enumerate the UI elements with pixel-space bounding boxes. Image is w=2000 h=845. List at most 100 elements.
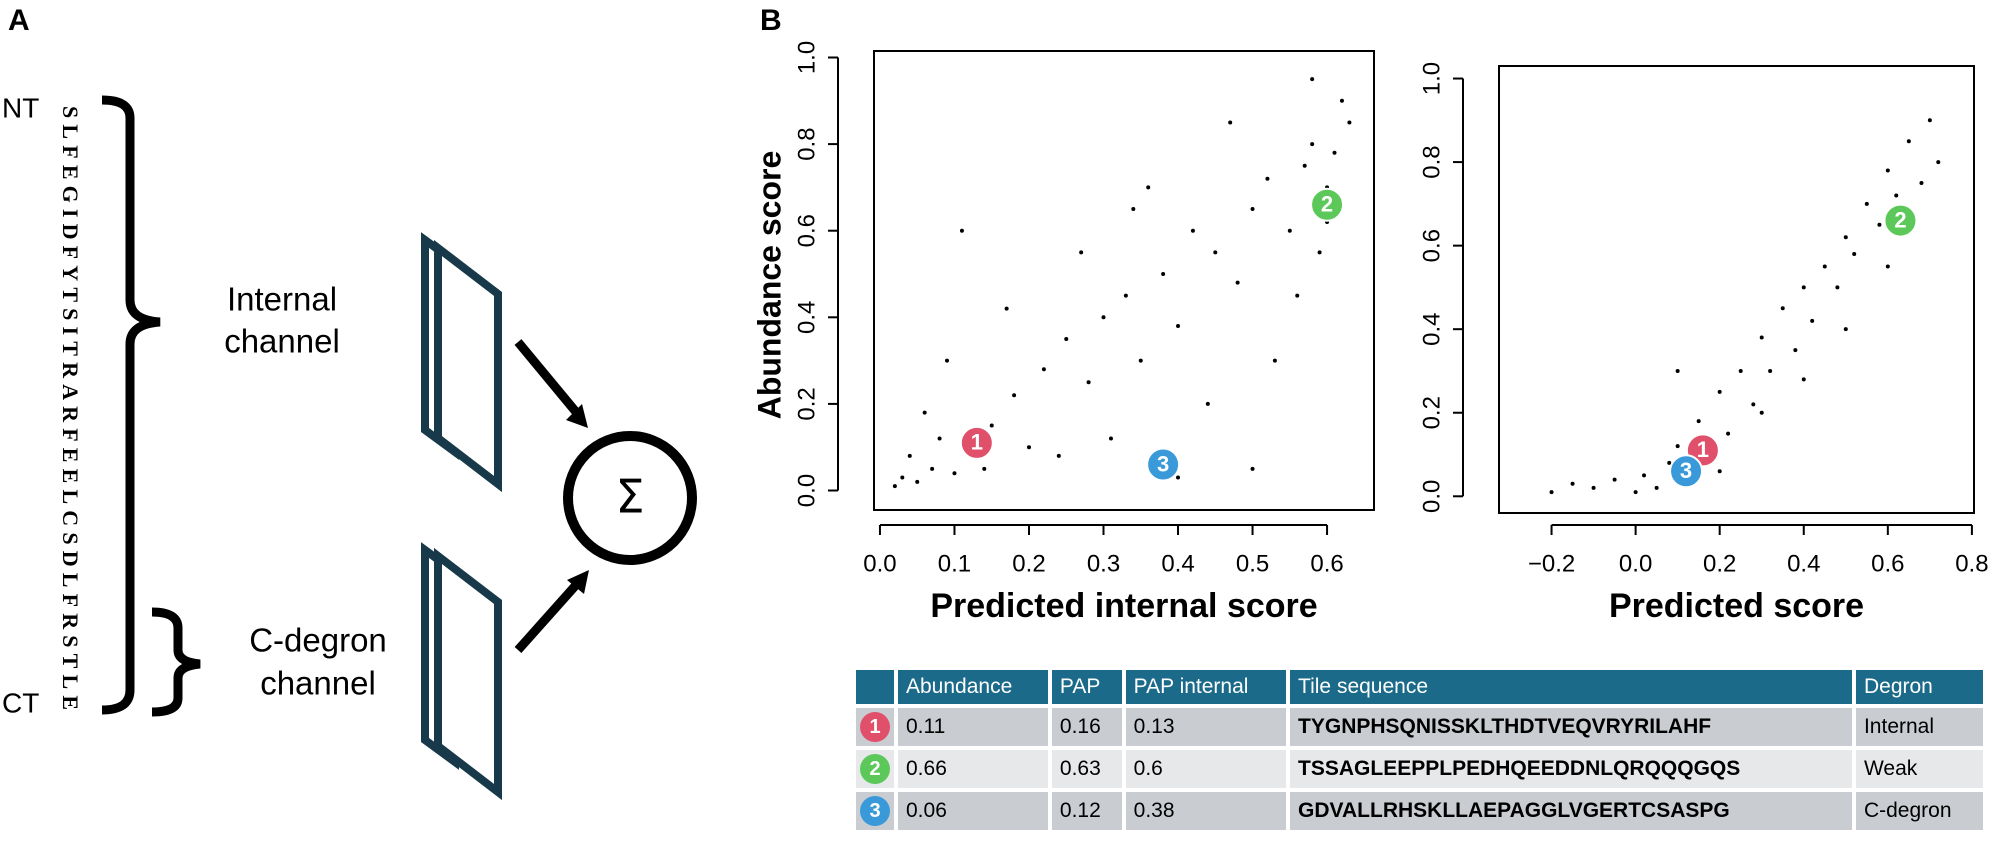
point	[1205, 401, 1210, 406]
point	[1228, 120, 1233, 125]
point	[1810, 318, 1815, 323]
highlight-label: 2	[1321, 192, 1333, 217]
table-row: 2 0.66 0.63 0.6 TSSAGLEEPPLPEDHQEEDDNLQRQQQG…	[856, 750, 1983, 788]
y-tick-label: 1.0	[793, 41, 820, 74]
table-cell: GDVALLRHSKLLAEPAGGLVGERTCSASPG	[1290, 792, 1852, 830]
point	[1287, 228, 1292, 233]
y-tick-label: 0.4	[1418, 312, 1445, 345]
x-axis-label: Predicted internal score	[930, 587, 1317, 625]
channel-label: channel	[224, 323, 340, 360]
table-cell: 0.38	[1125, 792, 1287, 830]
point	[1026, 445, 1031, 450]
point	[1894, 193, 1899, 198]
marker-cell: 2	[856, 750, 894, 788]
y-tick-label: 0.2	[1418, 396, 1445, 429]
x-tick-label: 0.2	[1012, 550, 1045, 577]
panel-label: A	[8, 4, 30, 37]
x-tick-label: 0.1	[938, 550, 971, 577]
row-marker: 1	[860, 712, 890, 742]
filter-icon	[421, 232, 502, 801]
point	[1108, 436, 1113, 441]
x-axis-label: Predicted score	[1609, 587, 1864, 625]
point	[1079, 250, 1084, 255]
point	[1347, 120, 1352, 125]
point	[1332, 150, 1337, 155]
row-marker: 3	[860, 796, 890, 826]
point	[1633, 490, 1638, 495]
point	[1064, 336, 1069, 341]
plot-frame	[1498, 65, 1975, 514]
point	[1612, 477, 1617, 482]
point	[1726, 431, 1731, 436]
sum-symbol: Σ	[615, 470, 644, 524]
point	[915, 479, 920, 484]
point	[1339, 98, 1344, 103]
arrowhead	[567, 570, 589, 594]
point	[1696, 419, 1701, 424]
point	[1549, 490, 1554, 495]
x-tick-label: 0.4	[1787, 550, 1820, 577]
point	[1086, 380, 1091, 385]
point	[1717, 389, 1722, 394]
x-tick-label: 0.0	[863, 550, 896, 577]
point	[1235, 280, 1240, 285]
marker-cell: 3	[856, 792, 894, 830]
point	[1919, 180, 1924, 185]
table-header: Abundance PAP PAP internal Tile sequence Deg…	[856, 670, 1983, 704]
highlight-label: 3	[1157, 451, 1169, 476]
point	[1176, 323, 1181, 328]
header-cell: Tile sequence	[1290, 670, 1852, 704]
point	[930, 466, 935, 471]
point	[1131, 207, 1136, 212]
table-cell: 0.11	[898, 708, 1048, 746]
plot-frame	[873, 50, 1375, 511]
panel-label: B	[760, 4, 782, 37]
point	[959, 228, 964, 233]
point	[1759, 410, 1764, 415]
highlight-point	[1883, 203, 1918, 238]
table-cell: C-degron	[1855, 792, 1983, 830]
point	[1667, 460, 1672, 465]
highlight-label: 1	[971, 430, 983, 455]
point	[1213, 250, 1218, 255]
point	[1751, 402, 1756, 407]
point	[1843, 327, 1848, 332]
table-cell: TYGNPHSQNISSKLTHDTVEQVRYRILAHF	[1290, 708, 1852, 746]
header-cell: Abundance	[898, 670, 1048, 704]
point	[900, 475, 905, 480]
point	[1265, 176, 1270, 181]
table-cell: 0.12	[1051, 792, 1122, 830]
x-tick-label: −0.2	[1528, 550, 1575, 577]
point	[1906, 139, 1911, 144]
point	[1885, 168, 1890, 173]
point	[1675, 368, 1680, 373]
point	[1250, 207, 1255, 212]
point	[1190, 228, 1195, 233]
y-tick-label: 0.8	[793, 127, 820, 160]
y-tick-label: 0.0	[793, 474, 820, 507]
point	[1310, 142, 1315, 147]
header-cell: PAP internal	[1125, 670, 1287, 704]
sum-node	[563, 431, 697, 565]
highlight-label: 3	[1680, 458, 1692, 483]
table-row: 3 0.06 0.12 0.38 GDVALLRHSKLLAEPAGGLVGERTCSA…	[856, 792, 1983, 830]
point	[1738, 368, 1743, 373]
point	[937, 436, 942, 441]
point	[1272, 358, 1277, 363]
point	[1161, 272, 1166, 277]
point	[1780, 306, 1785, 311]
point	[1146, 185, 1151, 190]
point	[1843, 235, 1848, 240]
sequence: SLFEGIDFYTSITRARFEELCSDLFRSTLE	[58, 106, 83, 710]
point	[982, 466, 987, 471]
point	[1801, 377, 1806, 382]
channel-label: Internal	[227, 281, 337, 318]
point	[1642, 473, 1647, 478]
table-cell: Internal	[1855, 708, 1983, 746]
y-tick-label: 0.2	[793, 387, 820, 420]
highlight-point	[1669, 454, 1704, 489]
point	[1768, 368, 1773, 373]
point	[1717, 469, 1722, 474]
y-tick-label: 0.6	[793, 214, 820, 247]
